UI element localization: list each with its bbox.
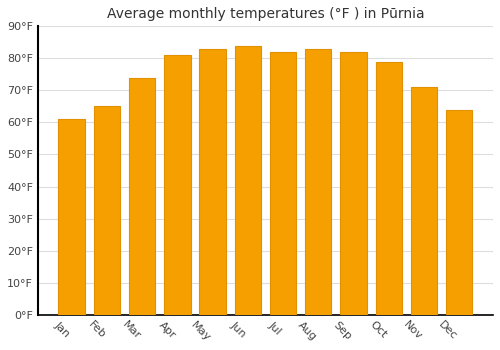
- Bar: [410, 87, 437, 315]
- Bar: [446, 110, 472, 315]
- Bar: [340, 52, 366, 315]
- Bar: [164, 55, 190, 315]
- Bar: [305, 49, 332, 315]
- Bar: [58, 119, 85, 315]
- Bar: [94, 106, 120, 315]
- Bar: [234, 46, 261, 315]
- Bar: [129, 78, 156, 315]
- Bar: [200, 49, 226, 315]
- Bar: [376, 62, 402, 315]
- Bar: [270, 52, 296, 315]
- Title: Average monthly temperatures (°F ) in Pūrnia: Average monthly temperatures (°F ) in Pū…: [106, 7, 424, 21]
